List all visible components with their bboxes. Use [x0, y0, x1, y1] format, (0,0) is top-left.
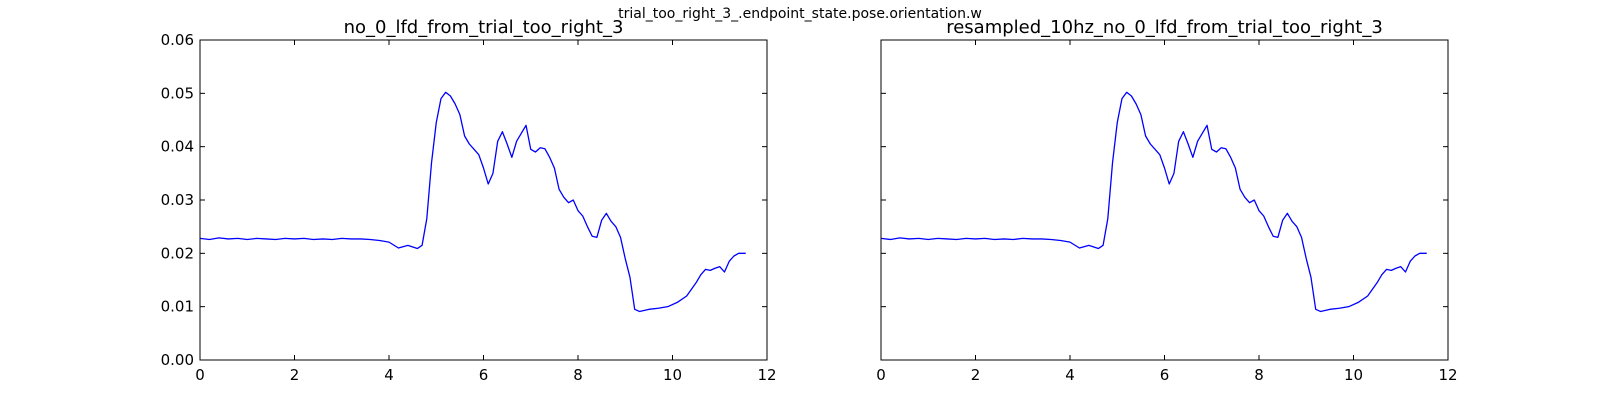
x-tick-label: 8	[573, 366, 583, 384]
x-tick-label: 12	[1438, 366, 1457, 384]
x-tick-label: 10	[663, 366, 682, 384]
chart-title: no_0_lfd_from_trial_too_right_3	[344, 17, 624, 38]
plot-frame	[199, 39, 768, 361]
series-line-1	[199, 91, 746, 313]
x-tick-label: 0	[876, 366, 886, 384]
x-tick-label: 2	[290, 366, 300, 384]
y-tick-label: 0.03	[161, 191, 194, 209]
x-tick-label: 2	[971, 366, 981, 384]
x-tick-label: 0	[195, 366, 205, 384]
x-tick-label: 10	[1344, 366, 1363, 384]
y-tick-label: 0.05	[161, 84, 194, 102]
x-tick-label: 4	[1065, 366, 1075, 384]
chart-1: no_0_lfd_from_trial_too_right_3 0 2 4 6 8 10 12…	[161, 17, 777, 384]
y-tick-label: 0.02	[161, 244, 194, 262]
y-tick-label: 0.00	[161, 351, 194, 369]
y-tick-label: 0.04	[161, 138, 194, 156]
x-tick-label: 8	[1254, 366, 1264, 384]
plot-frame	[880, 39, 1449, 361]
x-tick-label: 6	[1160, 366, 1170, 384]
figure-suptitle: trial_too_right_3_.endpoint_state.pose.o…	[618, 6, 982, 22]
chart-title: resampled_10hz_no_0_lfd_from_trial_too_r…	[946, 17, 1383, 38]
x-tick-label: 6	[479, 366, 489, 384]
y-tick-label: 0.06	[161, 31, 194, 49]
x-tick-label: 4	[384, 366, 394, 384]
series-line-1	[880, 91, 1427, 313]
y-tick-label: 0.01	[161, 298, 194, 316]
chart-2: resampled_10hz_no_0_lfd_from_trial_too_r…	[876, 17, 1457, 384]
x-tick-label: 12	[757, 366, 776, 384]
